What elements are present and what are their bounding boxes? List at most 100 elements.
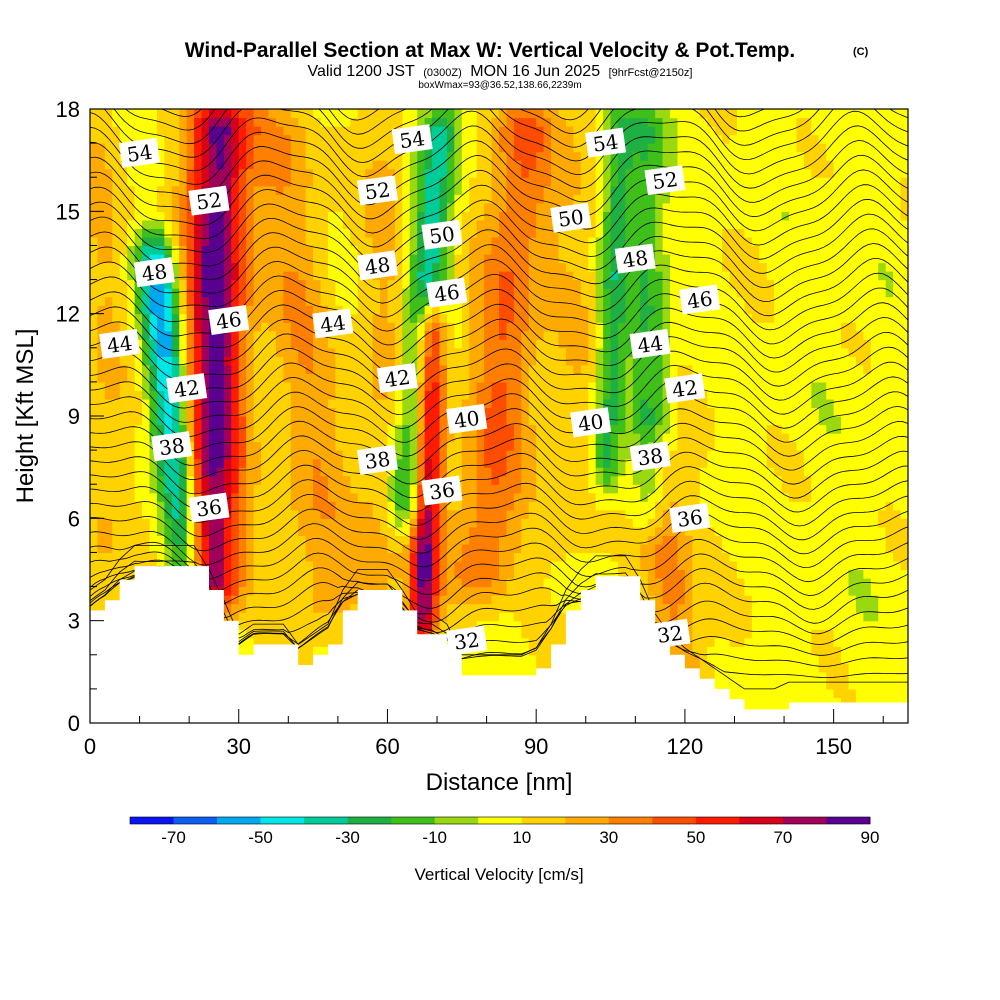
w-fill-cell — [580, 458, 589, 468]
w-fill-cell — [327, 458, 336, 468]
w-fill-cell — [201, 253, 210, 264]
w-fill-cell — [149, 492, 158, 502]
w-fill-cell — [580, 305, 589, 315]
w-fill-cell — [387, 484, 396, 494]
w-fill-cell — [380, 322, 389, 332]
w-fill-cell — [551, 296, 560, 306]
w-fill-cell — [506, 578, 515, 588]
w-fill-cell — [156, 543, 165, 554]
w-fill-cell — [194, 271, 203, 281]
w-fill-cell — [580, 126, 589, 136]
w-fill-cell — [469, 356, 478, 366]
w-fill-cell — [357, 416, 366, 426]
w-fill-cell — [275, 356, 284, 366]
w-fill-cell — [171, 330, 180, 340]
w-fill-cell — [499, 211, 508, 221]
w-fill-cell — [350, 177, 359, 187]
w-fill-cell — [298, 126, 307, 136]
w-fill-cell — [432, 467, 441, 477]
w-fill-cell — [313, 134, 322, 144]
w-fill-cell — [134, 458, 143, 468]
w-fill-cell — [484, 109, 493, 119]
w-fill-cell — [246, 322, 255, 332]
w-fill-cell — [499, 416, 508, 426]
w-fill-cell — [499, 117, 508, 127]
w-fill-cell — [283, 228, 292, 238]
w-fill-cell — [424, 330, 433, 340]
w-fill-cell — [246, 433, 255, 443]
w-fill-cell — [194, 134, 203, 144]
w-fill-cell — [320, 305, 329, 315]
w-fill-cell — [142, 194, 151, 204]
w-fill-cell — [298, 211, 307, 221]
w-fill-cell — [290, 245, 299, 255]
w-fill-cell — [253, 168, 262, 178]
w-fill-cell — [342, 194, 351, 204]
w-fill-cell — [446, 202, 455, 212]
w-fill-cell — [565, 253, 574, 264]
w-fill-cell — [335, 612, 344, 622]
w-fill-cell — [171, 509, 180, 519]
w-fill-cell — [290, 151, 299, 161]
w-fill-cell — [350, 313, 359, 323]
w-fill-cell — [186, 151, 195, 161]
w-fill-cell — [543, 177, 552, 187]
w-fill-cell — [171, 356, 180, 366]
w-fill-cell — [253, 194, 262, 204]
w-fill-cell — [417, 586, 426, 596]
w-fill-cell — [387, 339, 396, 349]
w-fill-cell — [97, 211, 106, 221]
w-fill-cell — [372, 526, 381, 536]
w-fill-cell — [186, 262, 195, 272]
w-fill-cell — [484, 509, 493, 519]
w-fill-cell — [119, 569, 128, 579]
w-fill-cell — [469, 475, 478, 485]
w-fill-cell — [469, 441, 478, 451]
w-fill-cell — [298, 262, 307, 272]
w-fill-cell — [231, 441, 240, 451]
w-fill-cell — [275, 526, 284, 536]
w-fill-cell — [565, 526, 574, 536]
w-fill-cell — [469, 492, 478, 502]
w-fill-cell — [454, 117, 463, 127]
w-fill-cell — [194, 117, 203, 127]
w-fill-cell — [231, 279, 240, 289]
w-fill-cell — [97, 501, 106, 511]
w-fill-cell — [573, 339, 582, 349]
w-fill-cell — [580, 492, 589, 502]
w-fill-cell — [565, 177, 574, 187]
w-fill-cell — [112, 586, 121, 596]
w-fill-cell — [372, 416, 381, 426]
w-fill-cell — [461, 458, 470, 468]
w-fill-cell — [417, 467, 426, 477]
w-fill-cell — [491, 219, 500, 229]
w-fill-cell — [238, 586, 247, 596]
w-fill-cell — [521, 288, 530, 298]
w-fill-cell — [446, 441, 455, 451]
w-fill-cell — [261, 501, 270, 511]
w-fill-cell — [424, 271, 433, 281]
w-fill-cell — [506, 586, 515, 596]
w-fill-cell — [521, 458, 530, 468]
w-fill-cell — [208, 347, 218, 357]
w-fill-cell — [491, 595, 500, 605]
w-fill-cell — [313, 288, 322, 298]
w-fill-cell — [313, 492, 322, 502]
w-fill-cell — [156, 126, 165, 136]
w-fill-cell — [536, 390, 545, 400]
w-fill-cell — [90, 279, 99, 289]
w-fill-cell — [551, 177, 560, 187]
w-fill-cell — [424, 569, 433, 579]
w-fill-cell — [350, 211, 359, 221]
w-fill-cell — [446, 603, 455, 613]
w-fill-cell — [417, 398, 426, 409]
w-fill-cell — [179, 279, 188, 289]
w-fill-cell — [298, 424, 307, 434]
w-fill-cell — [201, 424, 210, 434]
w-fill-cell — [595, 236, 604, 247]
w-fill-cell — [261, 586, 270, 596]
w-fill-cell — [417, 484, 426, 494]
w-fill-cell — [380, 219, 389, 229]
w-fill-cell — [216, 236, 225, 247]
w-fill-cell — [156, 253, 165, 264]
